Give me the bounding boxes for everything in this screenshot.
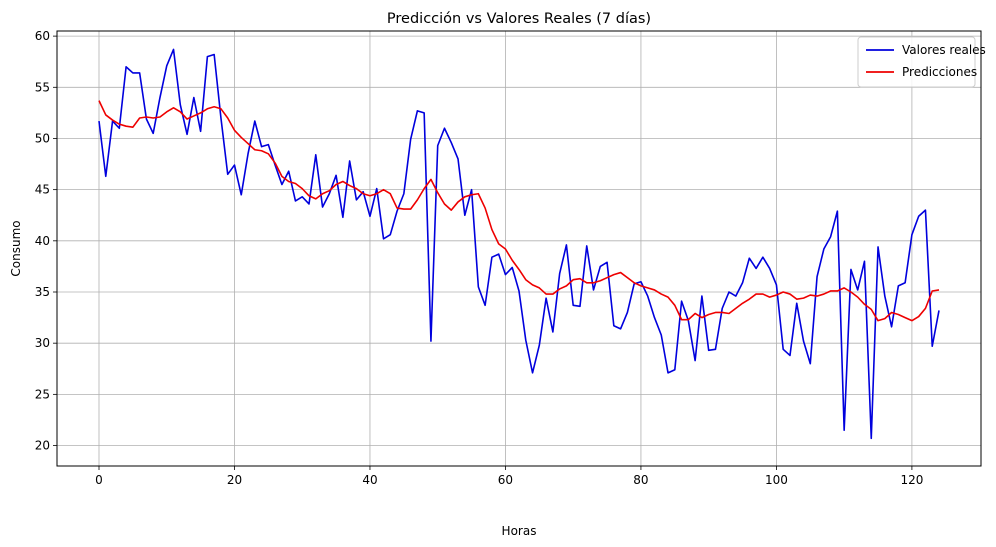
x-tick-label: 40: [362, 473, 377, 487]
y-tick-label: 60: [35, 29, 50, 43]
y-tick-label: 50: [35, 131, 50, 145]
legend-label: Predicciones: [902, 65, 977, 79]
x-axis-label: Horas: [502, 524, 537, 538]
series-layer: [98, 48, 940, 440]
y-tick-label: 55: [35, 80, 50, 94]
x-tick-label: 60: [498, 473, 513, 487]
y-axis-label: Consumo: [9, 220, 23, 276]
y-tick-label: 45: [35, 183, 50, 197]
x-tick-label: 120: [900, 473, 923, 487]
y-tick-label: 25: [35, 387, 50, 401]
plot-frame: [56, 30, 982, 467]
axis-ticks: 0 20 40 60 80 100 120 20 25 30 35 40 45 50 55 60: [35, 29, 924, 487]
y-tick-label: 30: [35, 336, 50, 350]
legend: Valores reales Predicciones: [857, 36, 986, 88]
y-tick-label: 35: [35, 285, 50, 299]
chart-title: Predicción vs Valores Reales (7 días): [387, 11, 651, 27]
grid-lines: [57, 31, 981, 466]
x-tick-label: 0: [95, 473, 103, 487]
legend-label: Valores reales: [902, 43, 986, 57]
y-tick-label: 20: [35, 439, 50, 453]
x-tick-label: 80: [633, 473, 648, 487]
series-line-actual: [98, 48, 940, 440]
x-tick-label: 100: [765, 473, 788, 487]
y-tick-label: 40: [35, 234, 50, 248]
x-tick-label: 20: [227, 473, 242, 487]
series-line-predicted: [98, 100, 940, 322]
